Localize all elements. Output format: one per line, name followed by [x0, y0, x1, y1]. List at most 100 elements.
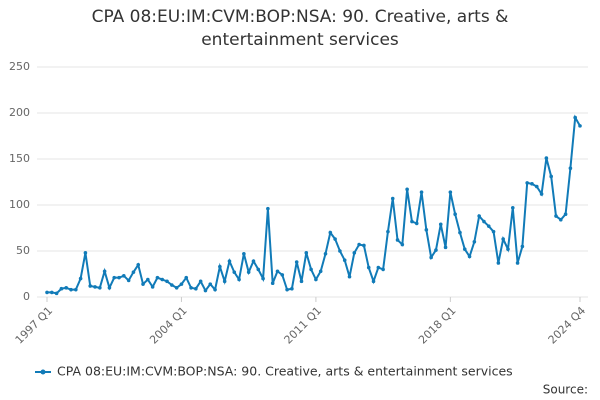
y-tick-label: 250: [9, 60, 30, 73]
point: [347, 274, 352, 279]
point: [50, 290, 54, 295]
point: [318, 269, 323, 274]
point: [386, 229, 390, 234]
point: [328, 230, 333, 235]
x-tick-label: 2018 Q1: [416, 304, 459, 347]
point: [491, 229, 496, 234]
point: [376, 265, 381, 270]
point: [462, 247, 467, 251]
point: [251, 259, 256, 263]
point: [165, 279, 169, 284]
point: [563, 212, 568, 216]
point: [558, 217, 563, 222]
point: [342, 258, 347, 263]
point: [323, 251, 328, 256]
point: [45, 290, 49, 295]
point: [510, 205, 515, 210]
point: [299, 279, 304, 284]
point: [107, 286, 112, 290]
point: [486, 224, 491, 228]
point: [222, 279, 227, 284]
point: [400, 242, 405, 247]
point: [554, 214, 558, 218]
point: [170, 283, 174, 287]
point: [549, 174, 553, 179]
point: [395, 238, 400, 242]
point: [314, 277, 318, 282]
point: [506, 247, 510, 251]
point: [525, 181, 529, 185]
point: [179, 282, 184, 286]
point: [280, 273, 285, 277]
point: [520, 244, 525, 249]
point: [419, 190, 424, 194]
point: [242, 251, 246, 256]
point: [496, 261, 501, 265]
point: [434, 248, 438, 252]
point: [309, 267, 313, 272]
point: [54, 291, 59, 296]
point: [443, 245, 448, 250]
point: [203, 288, 208, 293]
point: [568, 166, 573, 170]
point: [539, 192, 544, 196]
point: [64, 286, 69, 290]
x-tick-label: 2024 Q4: [546, 304, 589, 347]
x-tick-label: 2011 Q1: [282, 304, 325, 347]
point: [261, 276, 265, 281]
point: [477, 214, 481, 218]
point: [184, 275, 189, 280]
point: [275, 269, 280, 274]
point: [285, 287, 289, 292]
y-tick-label: 50: [16, 244, 30, 257]
point: [290, 286, 294, 291]
point: [515, 261, 520, 265]
point: [410, 219, 414, 224]
point: [366, 265, 371, 270]
x-tick-label: 2004 Q1: [147, 304, 190, 347]
point: [112, 275, 117, 280]
point: [78, 276, 83, 281]
point: [294, 260, 299, 264]
point: [237, 277, 241, 282]
source: Source:: [543, 383, 588, 397]
point: [544, 156, 549, 160]
point: [338, 249, 342, 253]
point: [270, 281, 275, 286]
point: [155, 275, 160, 280]
point: [352, 251, 357, 255]
y-tick-label: 150: [9, 152, 30, 165]
line: [47, 114, 581, 295]
point: [472, 240, 477, 244]
point: [146, 277, 150, 282]
y-tick-label: 0: [23, 290, 30, 303]
point: [414, 221, 419, 226]
point: [126, 278, 131, 283]
point: [93, 285, 97, 289]
point: [141, 282, 145, 286]
point: [381, 267, 385, 272]
point: [333, 237, 337, 241]
point: [98, 286, 102, 290]
point: [448, 190, 453, 194]
point: [102, 269, 107, 274]
point: [482, 219, 486, 224]
point: [198, 279, 203, 284]
point: [213, 287, 217, 292]
point: [453, 212, 457, 216]
point: [501, 237, 505, 241]
point: [131, 270, 136, 274]
point: [174, 286, 179, 290]
point: [467, 254, 472, 259]
point: [69, 287, 73, 292]
y-tick-label: 100: [9, 198, 30, 211]
point: [74, 287, 78, 292]
legend-marker: [40, 369, 46, 375]
point: [59, 286, 64, 291]
point: [390, 196, 395, 201]
chart-title: CPA 08:EU:IM:CVM:BOP:NSA: 90. Creative, …: [91, 7, 509, 50]
point: [405, 187, 409, 192]
point: [429, 255, 433, 260]
point: [534, 184, 539, 189]
